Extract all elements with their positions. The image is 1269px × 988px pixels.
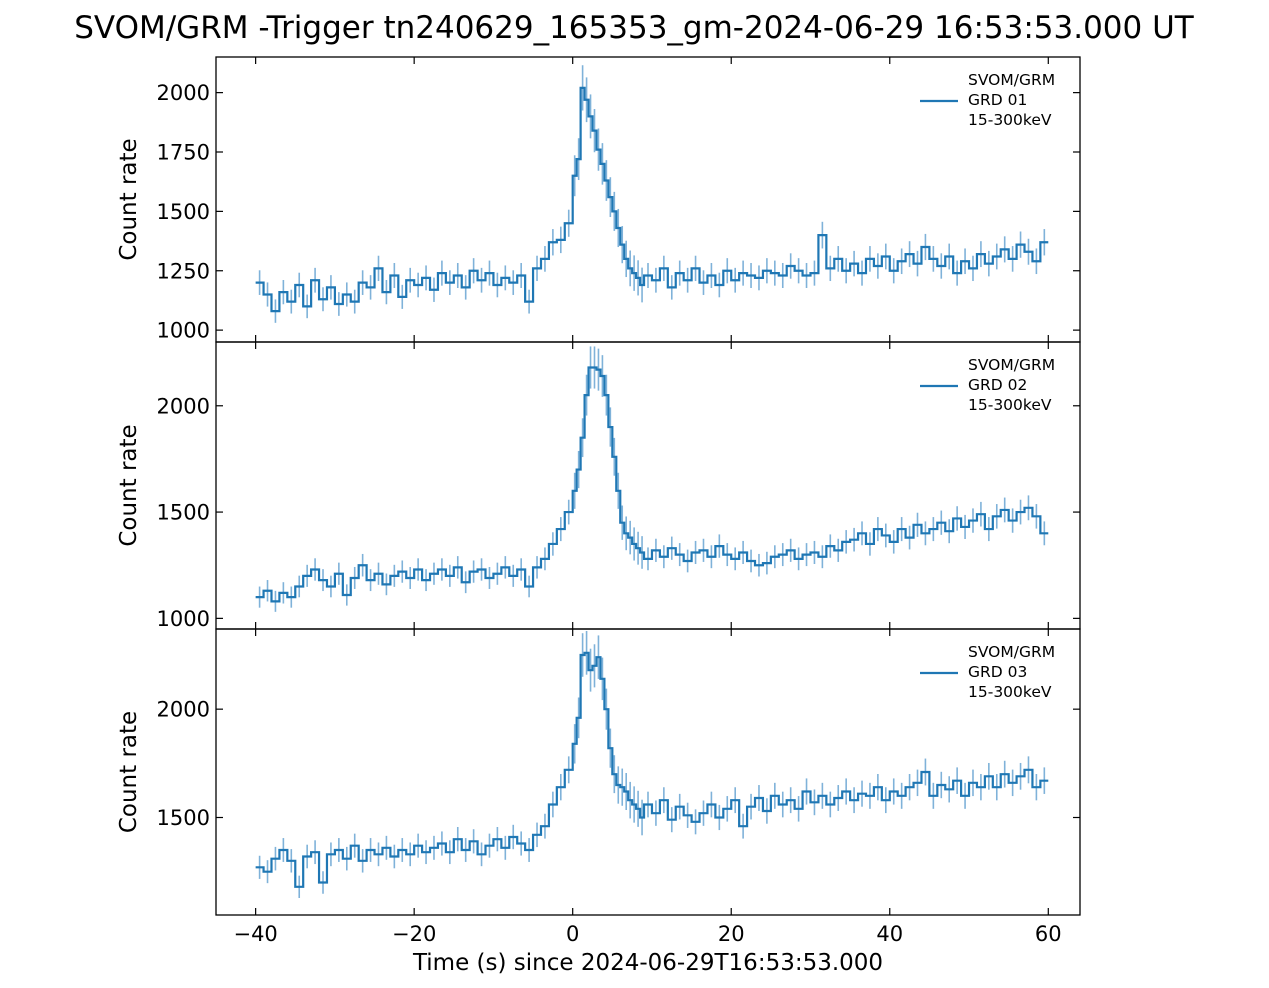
x-tick-label: 60	[1035, 922, 1062, 946]
error-bars-panel-3	[258, 630, 1046, 898]
y-tick-label: 1000	[157, 607, 210, 631]
x-tick-label: 40	[876, 922, 903, 946]
legend-entry: GRD 02	[968, 376, 1027, 394]
y-tick-label: 1000	[157, 319, 210, 343]
legend-panel-3: SVOM/GRM GRD 03 15-300keV	[920, 643, 1055, 701]
error-bars-panel-1	[258, 65, 1046, 323]
panels: 1000 1250 1500 1750 2000 Count rate SVOM/GRM GR…	[116, 56, 1081, 946]
legend-entry: SVOM/GRM	[968, 356, 1055, 374]
legend-entry: SVOM/GRM	[968, 643, 1055, 661]
y-tick-label: 2000	[157, 81, 210, 105]
figure-title: SVOM/GRM -Trigger tn240629_165353_gm-202…	[74, 10, 1195, 46]
x-tick-label: −20	[392, 922, 436, 946]
panel-2: 1000 1500 2000 Count rate SVOM/GRM GRD 02 15-3…	[116, 341, 1081, 631]
y-tick-label: 2000	[157, 698, 210, 722]
y-axis-label: Count rate	[116, 424, 142, 546]
axes-frame	[215, 628, 1081, 916]
legend-entry: 15-300keV	[968, 683, 1052, 701]
x-tick-label: −40	[233, 922, 277, 946]
x-axis-label: Time (s) since 2024-06-29T16:53:53.000	[412, 950, 883, 976]
y-tick-label: 2000	[157, 394, 210, 418]
series-line-panel-1	[255, 86, 1049, 313]
axes-frame	[215, 56, 1081, 343]
legend-entry: GRD 03	[968, 663, 1027, 681]
y-axis-label: Count rate	[116, 711, 142, 833]
x-tick-label: 20	[718, 922, 745, 946]
legend-entry: 15-300keV	[968, 111, 1052, 129]
x-tick-label: 0	[566, 922, 579, 946]
y-tick-label: 1250	[157, 259, 210, 283]
y-tick-label: 1750	[157, 141, 210, 165]
legend-entry: SVOM/GRM	[968, 71, 1055, 89]
y-tick-label: 1500	[157, 501, 210, 525]
legend-panel-2: SVOM/GRM GRD 02 15-300keV	[920, 356, 1055, 414]
series-line-panel-2	[255, 366, 1049, 603]
y-tick-label: 1500	[157, 200, 210, 224]
y-axis-label: Count rate	[116, 138, 142, 260]
panel-3: −40 −20 0 20 40 60 1500 2000 Count rate SVOM/GRM G…	[116, 628, 1081, 946]
legend-entry: 15-300keV	[968, 396, 1052, 414]
panel-1: 1000 1250 1500 1750 2000 Count rate SVOM/GRM GR…	[116, 56, 1081, 343]
legend-entry: GRD 01	[968, 91, 1027, 109]
legend-panel-1: SVOM/GRM GRD 01 15-300keV	[920, 71, 1055, 129]
series-line-panel-3	[255, 651, 1049, 888]
y-tick-label: 1500	[157, 806, 210, 830]
